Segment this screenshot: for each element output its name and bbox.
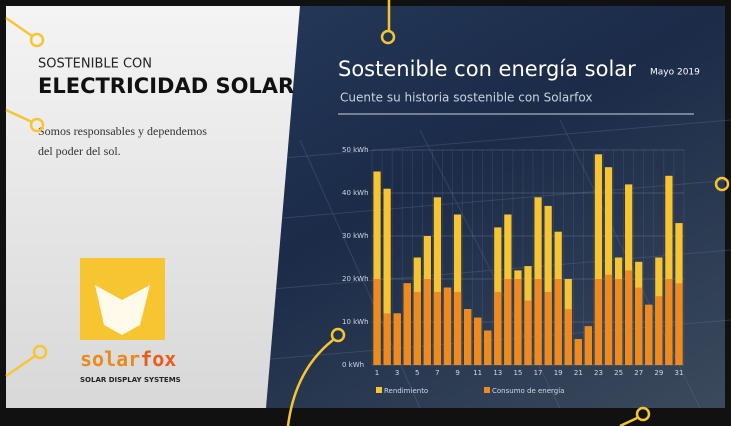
callouts xyxy=(5,0,730,426)
x-tick-label: 9 xyxy=(455,369,459,377)
bar xyxy=(574,339,582,365)
bar xyxy=(604,167,613,365)
x-tick-label: 7 xyxy=(435,369,439,377)
bar xyxy=(433,291,442,365)
bar xyxy=(474,317,482,365)
bar xyxy=(594,279,603,365)
y-tick-label: 50 kWh xyxy=(342,146,369,154)
bar xyxy=(564,309,572,365)
left-panel xyxy=(6,6,300,408)
body-line: del poder del sol. xyxy=(38,144,121,158)
bar xyxy=(675,283,683,365)
y-tick-label: 10 kWh xyxy=(342,318,369,326)
kicker: SOSTENIBLE CON xyxy=(38,57,152,72)
y-tick-label: 40 kWh xyxy=(342,189,369,197)
x-tick-label: 1 xyxy=(375,369,379,377)
bar xyxy=(453,214,462,365)
x-tick-label: 27 xyxy=(634,369,643,377)
x-tick-label: 19 xyxy=(554,369,563,377)
x-tick-label: 25 xyxy=(614,369,623,377)
y-tick-label: 20 kWh xyxy=(342,275,369,283)
bar xyxy=(544,291,552,365)
bar xyxy=(433,197,442,365)
chart-date: Mayo 2019 xyxy=(650,68,700,78)
x-tick-label: 17 xyxy=(534,369,543,377)
x-tick-label: 13 xyxy=(493,369,502,377)
y-tick-label: 0 kWh xyxy=(342,361,364,369)
bar xyxy=(614,279,623,365)
y-tick-label: 30 kWh xyxy=(342,232,369,240)
logo-fox xyxy=(95,285,150,335)
x-tick-label: 5 xyxy=(415,369,419,377)
bar xyxy=(504,279,512,365)
legend-swatch xyxy=(484,387,490,393)
logo-brand-end: fox xyxy=(140,347,176,371)
legend-swatch xyxy=(376,387,382,393)
bar xyxy=(423,279,431,365)
bar xyxy=(524,300,532,365)
chart: 0 kWh 10 kWh 20 kWh 30 kWh 40 kWh 50 kWh Rendi… xyxy=(342,146,685,395)
bar xyxy=(463,309,472,365)
bar xyxy=(443,287,452,365)
bar xyxy=(584,326,593,365)
bar xyxy=(494,291,502,365)
bar xyxy=(373,279,381,365)
x-tick-label: 29 xyxy=(654,369,663,377)
callout xyxy=(714,176,730,192)
bar xyxy=(604,274,613,365)
bar xyxy=(383,188,391,365)
callout xyxy=(29,117,45,133)
bar xyxy=(484,330,492,365)
logo-brand: solarfox xyxy=(80,347,176,371)
callout xyxy=(635,406,651,422)
bar xyxy=(645,304,653,365)
bar xyxy=(655,296,663,365)
bar xyxy=(534,279,542,365)
bar xyxy=(625,270,633,365)
callout xyxy=(32,344,48,360)
bar xyxy=(594,154,603,365)
bar xyxy=(403,283,411,365)
chart-title: Sostenible con energía solar xyxy=(338,57,636,81)
bar xyxy=(383,313,391,365)
bar xyxy=(665,175,673,365)
bar xyxy=(393,313,401,365)
bar xyxy=(453,291,462,365)
x-tick-label: 11 xyxy=(473,369,482,377)
logo-tagline: SOLAR DISPLAY SYSTEMS xyxy=(80,376,181,384)
x-tick-label: 21 xyxy=(574,369,583,377)
callout xyxy=(330,327,346,343)
callout xyxy=(29,32,45,48)
bar xyxy=(554,279,562,365)
chart-subtitle: Cuente su historia sostenible con Solarf… xyxy=(340,91,592,105)
x-tick-label: 3 xyxy=(395,369,399,377)
x-tick-label: 15 xyxy=(513,369,522,377)
bar xyxy=(544,205,552,365)
legend-label: Rendimiento xyxy=(384,387,428,395)
x-tick-label: 31 xyxy=(675,369,684,377)
bar xyxy=(665,279,673,365)
bar xyxy=(413,291,421,365)
headline: ELECTRICIDAD SOLAR xyxy=(38,74,294,98)
logo-brand-start: solar xyxy=(80,347,140,371)
x-tick-label: 23 xyxy=(594,369,603,377)
body-line: Somos responsables y dependemos xyxy=(38,124,207,138)
legend-label: Consumo de energía xyxy=(492,387,564,395)
bar xyxy=(635,287,643,365)
bar xyxy=(373,171,381,365)
bar xyxy=(514,279,522,365)
